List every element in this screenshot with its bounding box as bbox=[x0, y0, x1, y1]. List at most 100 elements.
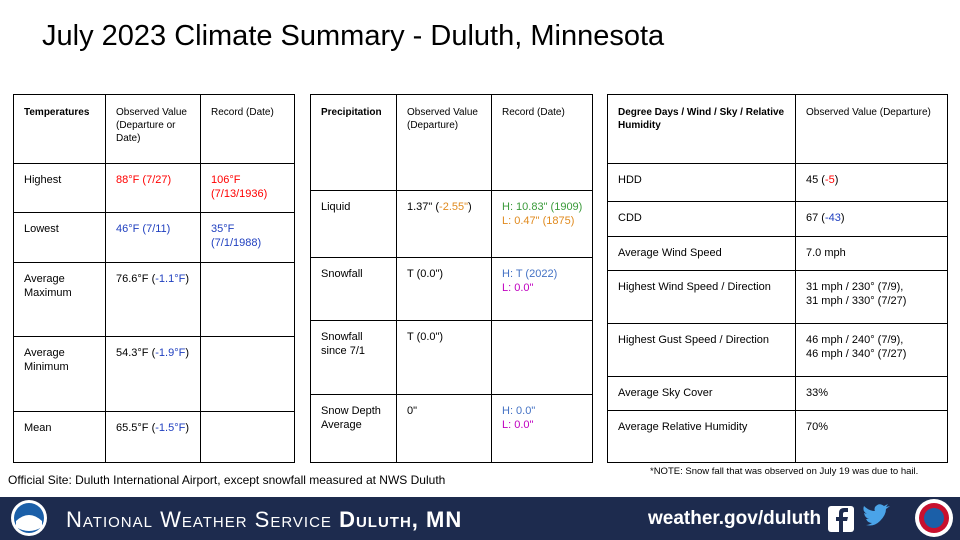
cell: Highest Gust Speed / Direction bbox=[607, 323, 796, 377]
cell-text: 106°F (7/13/1936) bbox=[211, 174, 268, 200]
cell-text: Average Relative Humidity bbox=[618, 421, 748, 433]
cell-text: Highest Wind Speed / Direction bbox=[618, 281, 771, 293]
cell-text: Mean bbox=[24, 422, 52, 434]
cell-text: -5 bbox=[824, 174, 835, 186]
cell: Highest Wind Speed / Direction bbox=[607, 270, 796, 324]
header-cell: Record (Date) bbox=[491, 94, 593, 191]
cell-text: 70% bbox=[806, 421, 829, 433]
cell-text: Snowfall since 7/1 bbox=[321, 331, 366, 357]
data-table: Degree Days / Wind / Sky / Relative Humi… bbox=[607, 94, 948, 463]
header-row: Precipitation Observed Value (Departure) R… bbox=[310, 94, 593, 191]
row: Highest Wind Speed / Direction 31 mph / 2… bbox=[607, 270, 948, 324]
cell: CDD bbox=[607, 201, 796, 237]
cell-text: Average Wind Speed bbox=[618, 247, 722, 259]
cell-text: 67 ( bbox=[806, 212, 825, 224]
cell: Highest bbox=[13, 163, 106, 213]
row: Average Wind Speed 7.0 mph bbox=[607, 236, 948, 271]
cell-text: 31 mph / 330° (7/27) bbox=[806, 295, 907, 307]
row: Snow Depth Average 0" H: 0.0" L: 0.0" bbox=[310, 394, 593, 463]
cell: 70% bbox=[795, 410, 948, 463]
cell: Average Wind Speed bbox=[607, 236, 796, 271]
cell: 46 mph / 240° (7/9), 46 mph / 340° (7/27) bbox=[795, 323, 948, 377]
note: *NOTE: Snow fall that was observed on Ju… bbox=[650, 466, 919, 477]
cell-text: ) bbox=[468, 201, 472, 213]
header-row: Temperatures Observed Value (Departure or… bbox=[13, 94, 295, 164]
cell-text: ) bbox=[185, 273, 189, 285]
office-name: Duluth, MN bbox=[339, 507, 463, 532]
footer-icons bbox=[11, 499, 953, 537]
cell bbox=[491, 320, 593, 395]
cell-text: Average Minimum bbox=[24, 347, 69, 373]
cell-text: 88°F (7/27) bbox=[116, 174, 172, 186]
cell: Snow Depth Average bbox=[310, 394, 397, 463]
cell-text: 0" bbox=[407, 405, 418, 417]
cell: T (0.0") bbox=[396, 320, 492, 395]
cell: Average Maximum bbox=[13, 262, 106, 337]
cell: 35°F (7/1/1988) bbox=[200, 212, 295, 263]
data-table: Precipitation Observed Value (Departure) R… bbox=[310, 94, 593, 463]
header-cell: Observed Value (Departure) bbox=[396, 94, 492, 191]
url: weather.gov/duluth bbox=[648, 508, 822, 529]
cell-text: Snow Depth Average bbox=[321, 405, 381, 431]
cell-text: 65.5°F ( bbox=[116, 422, 156, 434]
header-cell: Precipitation bbox=[310, 94, 397, 191]
cell: Average Minimum bbox=[13, 336, 106, 412]
cell-text: L: 0.0" bbox=[502, 419, 534, 431]
cell: H: T (2022) L: 0.0" bbox=[491, 257, 593, 321]
cell-text: H: 10.83" (1909) bbox=[502, 201, 583, 213]
row: HDD 45 (-5) bbox=[607, 163, 948, 202]
cell-text: CDD bbox=[618, 212, 642, 224]
cell-text: L: 0.47" (1875) bbox=[502, 215, 575, 227]
cell: T (0.0") bbox=[396, 257, 492, 321]
noaa-bird bbox=[16, 515, 42, 531]
cell-text: -1.5°F bbox=[155, 422, 186, 434]
facebook-f bbox=[836, 508, 848, 532]
agency-name: National Weather Service bbox=[66, 507, 332, 532]
row: Lowest 46°F (7/11) 35°F (7/1/1988) bbox=[13, 212, 295, 263]
cell: HDD bbox=[607, 163, 796, 202]
cell-text: Snowfall bbox=[321, 268, 363, 280]
row: CDD 67 (-43) bbox=[607, 201, 948, 237]
cell-text: Lowest bbox=[24, 223, 59, 235]
cell: 0" bbox=[396, 394, 492, 463]
cell bbox=[200, 336, 295, 412]
row: Average Minimum 54.3°F (-1.9°F) bbox=[13, 336, 295, 412]
cell: 88°F (7/27) bbox=[105, 163, 201, 213]
cell-text: Average Sky Cover bbox=[618, 387, 713, 399]
cell-text: 46 mph / 240° (7/9), bbox=[806, 334, 904, 346]
data-table: Temperatures Observed Value (Departure or… bbox=[13, 94, 295, 463]
cell-text: T (0.0") bbox=[407, 331, 444, 343]
cell-text: ) bbox=[185, 422, 189, 434]
cell: 67 (-43) bbox=[795, 201, 948, 237]
cell: 45 (-5) bbox=[795, 163, 948, 202]
cell: 46°F (7/11) bbox=[105, 212, 201, 263]
cell-text: 54.3°F ( bbox=[116, 347, 156, 359]
cell-text: H: 0.0" bbox=[502, 405, 536, 417]
row: Snowfall since 7/1 T (0.0") bbox=[310, 320, 593, 395]
cell-text: -1.1°F bbox=[155, 273, 186, 285]
cell-text: Liquid bbox=[321, 201, 351, 213]
cell-text: 76.6°F ( bbox=[116, 273, 156, 285]
cell bbox=[200, 411, 295, 463]
cell: 54.3°F (-1.9°F) bbox=[105, 336, 201, 412]
cell-text: 7.0 mph bbox=[806, 247, 846, 259]
row: Highest Gust Speed / Direction 46 mph / 2… bbox=[607, 323, 948, 377]
row: Average Maximum 76.6°F (-1.1°F) bbox=[13, 262, 295, 337]
cell-text: 31 mph / 230° (7/9), bbox=[806, 281, 904, 293]
cell: Snowfall since 7/1 bbox=[310, 320, 397, 395]
cell-text: 1.37" ( bbox=[407, 201, 440, 213]
row: Average Sky Cover 33% bbox=[607, 376, 948, 411]
title: July 2023 Climate Summary - Duluth, Minn… bbox=[42, 20, 665, 52]
cell: 31 mph / 230° (7/9), 31 mph / 330° (7/27) bbox=[795, 270, 948, 324]
cell bbox=[200, 262, 295, 337]
cell: 33% bbox=[795, 376, 948, 411]
cell-text: -2.55" bbox=[439, 201, 469, 213]
footnote: Official Site: Duluth International Airp… bbox=[8, 473, 446, 487]
cell-text: H: T (2022) bbox=[502, 268, 558, 280]
cell: Average Sky Cover bbox=[607, 376, 796, 411]
cell-text: 45 ( bbox=[806, 174, 825, 186]
cell-text: 46 mph / 340° (7/27) bbox=[806, 348, 907, 360]
row: Liquid 1.37" (-2.55") H: 10.83" (1909) L: 0… bbox=[310, 190, 593, 258]
cell-text: 46°F (7/11) bbox=[116, 223, 171, 235]
cell: 65.5°F (-1.5°F) bbox=[105, 411, 201, 463]
